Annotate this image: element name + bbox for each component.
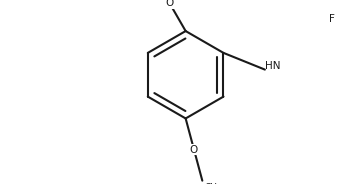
Text: F: F [329,14,335,24]
Text: O: O [190,145,198,155]
Text: HN: HN [265,61,280,71]
Text: CH₃: CH₃ [204,183,221,184]
Text: O: O [165,0,174,8]
